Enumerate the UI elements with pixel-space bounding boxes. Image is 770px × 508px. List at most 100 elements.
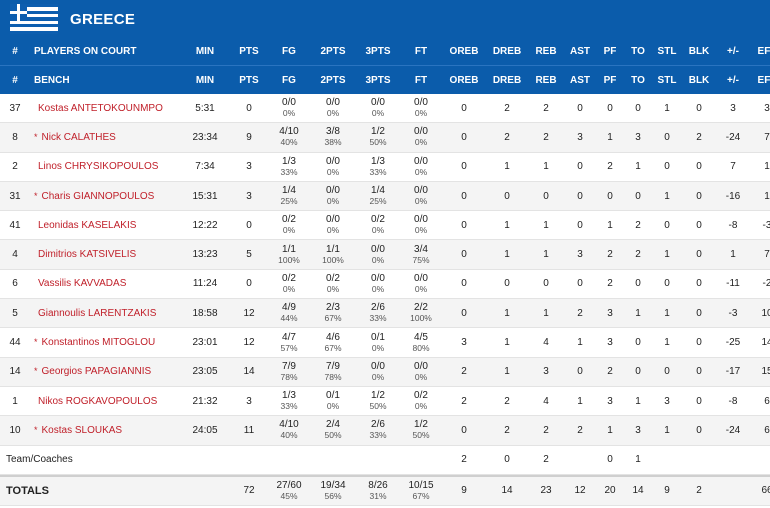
three-pointers: 0/2 0% xyxy=(371,214,385,236)
col-header-oreb: OREB xyxy=(449,74,479,86)
assists: 3 xyxy=(577,249,583,261)
efficiency: 14 xyxy=(761,337,770,349)
points: 0 xyxy=(246,278,252,290)
player-number: 44 xyxy=(9,337,21,349)
team-rebounds: 2 xyxy=(543,454,549,466)
points: 12 xyxy=(243,307,255,319)
player-name-link[interactable]: Kostas ANTETOKOUNMPO xyxy=(38,102,163,114)
starter-marker: * xyxy=(34,424,38,435)
defensive-rebounds: 2 xyxy=(504,131,510,143)
player-name-link[interactable]: Charis GIANNOPOULOS xyxy=(41,190,155,202)
offensive-rebounds: 3 xyxy=(461,337,467,349)
field-goals: 1/1 100% xyxy=(278,243,300,265)
offensive-rebounds: 0 xyxy=(461,424,467,436)
player-name-link[interactable]: Georgios PAPAGIANNIS xyxy=(41,366,152,378)
defensive-rebounds: 2 xyxy=(504,102,510,114)
col-header-bench: BENCH xyxy=(34,74,70,86)
player-name-cell: Vassilis KAVVADAS xyxy=(30,278,180,289)
steals: 3 xyxy=(664,395,670,407)
player-name-link[interactable]: Nikos ROGKAVOPOULOS xyxy=(38,395,158,407)
turnovers: 0 xyxy=(635,102,641,114)
free-throws: 0/0 0% xyxy=(414,272,428,294)
turnovers: 0 xyxy=(635,278,641,290)
player-name-link[interactable]: Kostas SLOUKAS xyxy=(41,424,123,436)
col-header-to: TO xyxy=(631,46,645,57)
points: 12 xyxy=(243,337,255,349)
points: 14 xyxy=(243,366,255,378)
free-throws: 4/5 80% xyxy=(412,331,430,353)
player-name-link[interactable]: Konstantinos MITOGLOU xyxy=(41,337,156,349)
turnovers: 0 xyxy=(635,190,641,202)
personal-fouls: 2 xyxy=(607,366,613,378)
field-goals: 4/9 44% xyxy=(280,302,298,324)
minutes: 7:34 xyxy=(195,161,215,173)
minutes: 13:23 xyxy=(192,249,218,261)
col-header-dreb: DREB xyxy=(492,74,522,86)
free-throws: 1/2 50% xyxy=(412,419,430,441)
turnovers: 3 xyxy=(635,131,641,143)
totals-offensive-rebounds: 9 xyxy=(461,485,467,497)
totals-steals: 9 xyxy=(664,485,670,497)
field-goals: 0/2 0% xyxy=(282,214,296,236)
totals-blocks: 2 xyxy=(696,485,702,497)
minutes: 23:01 xyxy=(192,337,218,349)
team-coaches-row: Team/Coaches 2 0 2 0 1 xyxy=(0,445,770,475)
personal-fouls: 2 xyxy=(607,249,613,261)
player-name-link[interactable]: Linos CHRYSIKOPOULOS xyxy=(38,161,159,173)
field-goals: 1/3 33% xyxy=(280,390,298,412)
two-pointers: 7/9 78% xyxy=(324,360,342,382)
player-name-link[interactable]: Dimitrios KATSIVELIS xyxy=(38,249,137,261)
three-pointers: 1/3 33% xyxy=(369,155,387,177)
personal-fouls: 0 xyxy=(607,102,613,114)
assists: 2 xyxy=(577,424,583,436)
rebounds: 3 xyxy=(543,366,549,378)
field-goals: 4/10 40% xyxy=(279,419,299,441)
col-header-players-on-court: PLAYERS ON COURT xyxy=(34,46,137,57)
points: 11 xyxy=(243,424,255,436)
col-header-reb: REB xyxy=(535,74,557,86)
free-throws: 3/4 75% xyxy=(412,243,430,265)
free-throws: 0/2 0% xyxy=(414,390,428,412)
col-header-ft: FT xyxy=(414,46,428,57)
plus-minus: -11 xyxy=(726,278,740,290)
player-number: 8 xyxy=(12,131,18,143)
offensive-rebounds: 0 xyxy=(461,307,467,319)
personal-fouls: 3 xyxy=(607,395,613,407)
table-row: 5 Giannoulis LARENTZAKIS 18:58 12 4/9 44%… xyxy=(0,299,770,329)
table-row: 4 Dimitrios KATSIVELIS 13:23 5 1/1 100% 1… xyxy=(0,240,770,270)
player-name-cell: Dimitrios KATSIVELIS xyxy=(30,249,180,260)
defensive-rebounds: 2 xyxy=(504,395,510,407)
starter-marker: * xyxy=(34,366,38,377)
offensive-rebounds: 0 xyxy=(461,278,467,290)
col-header-ft: FT xyxy=(414,74,428,86)
steals: 0 xyxy=(664,161,670,173)
free-throws: 0/0 0% xyxy=(414,126,428,148)
points: 3 xyxy=(246,161,252,173)
player-name-cell: Nikos ROGKAVOPOULOS xyxy=(30,396,180,407)
offensive-rebounds: 2 xyxy=(461,395,467,407)
col-header-pf: PF xyxy=(603,74,617,86)
player-number: 2 xyxy=(12,161,18,173)
header-row-on-court: # PLAYERS ON COURT MIN PTS FG 2PTS 3PTS … xyxy=(0,38,770,66)
player-name-link[interactable]: Vassilis KAVVADAS xyxy=(38,278,127,290)
totals-points: 72 xyxy=(243,485,255,497)
minutes: 11:24 xyxy=(192,278,218,290)
totals-personal-fouls: 20 xyxy=(604,485,616,497)
player-number: 4 xyxy=(12,249,18,261)
minutes: 5:31 xyxy=(195,102,215,114)
player-name-link[interactable]: Nick CALATHES xyxy=(41,131,116,143)
player-name-link[interactable]: Giannoulis LARENTZAKIS xyxy=(38,307,157,319)
col-header-fg: FG xyxy=(282,74,296,86)
team-header: GREECE xyxy=(0,0,770,38)
player-name-link[interactable]: Leonidas KASELAKIS xyxy=(38,219,137,231)
starter-marker: * xyxy=(34,190,38,201)
three-pointers: 2/6 33% xyxy=(369,419,387,441)
efficiency: 3 xyxy=(764,102,770,114)
col-header-pts: PTS xyxy=(239,46,259,57)
three-pointers: 0/0 0% xyxy=(371,243,385,265)
steals: 1 xyxy=(664,337,670,349)
minutes: 23:05 xyxy=(192,366,218,378)
field-goals: 4/10 40% xyxy=(279,126,299,148)
col-header-ast: AST xyxy=(570,74,590,86)
blocks: 0 xyxy=(696,424,702,436)
